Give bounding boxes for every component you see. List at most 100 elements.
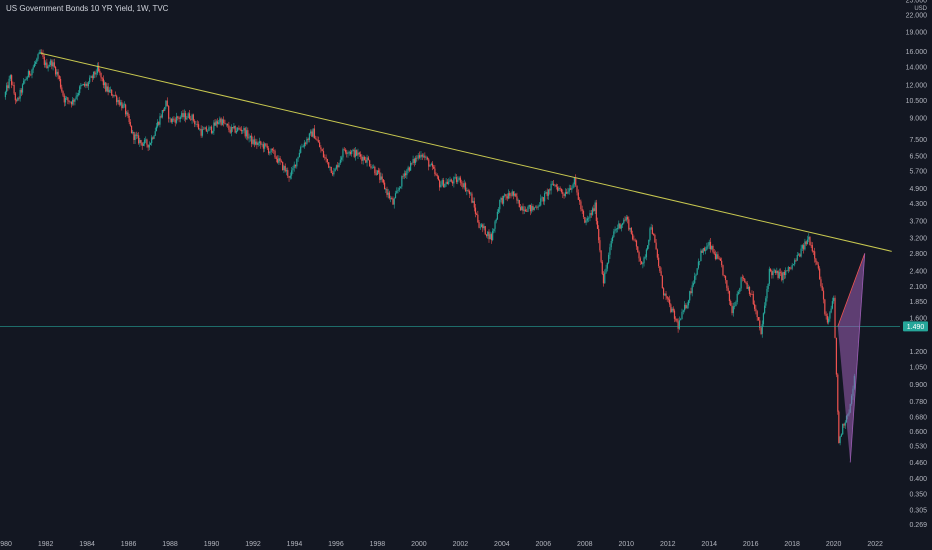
candle-body	[567, 191, 569, 194]
x-tick-label: 2006	[536, 541, 552, 548]
candle-body	[431, 163, 434, 167]
candle-body	[311, 131, 313, 137]
candle-body	[253, 139, 255, 145]
candle-body	[305, 142, 307, 144]
candle-body	[479, 227, 481, 228]
candle-body	[464, 183, 467, 192]
candle-body	[466, 190, 468, 192]
candle-body	[705, 249, 707, 251]
candle-body	[659, 266, 661, 272]
candle-body	[516, 196, 518, 201]
candle-body	[711, 245, 713, 250]
x-tick-label: 2008	[577, 541, 593, 548]
y-tick-label: 22.000	[906, 12, 928, 19]
candle-body	[103, 82, 106, 86]
candle-body	[559, 187, 561, 189]
candle-body	[184, 113, 187, 120]
candle-body	[204, 127, 206, 130]
candle-body	[632, 233, 634, 240]
candle-body	[441, 180, 443, 185]
candle-body	[783, 271, 785, 276]
candle-body	[730, 301, 732, 306]
candle-body	[264, 143, 266, 149]
candle-body	[121, 102, 123, 109]
candle-body	[416, 157, 418, 159]
candle-body	[43, 56, 45, 65]
candle-body	[354, 150, 357, 157]
candle-body	[569, 188, 572, 190]
candle-body	[359, 154, 362, 157]
y-tick-label: 12.000	[906, 82, 928, 89]
candle-body	[531, 206, 533, 212]
candle-body	[805, 241, 807, 245]
candle-body	[433, 166, 435, 169]
candle-body	[224, 123, 226, 124]
candle-body	[598, 228, 600, 241]
candle-body	[490, 234, 493, 241]
candle-body	[624, 219, 626, 221]
candle-body	[135, 134, 137, 136]
x-tick-label: 1982	[38, 541, 54, 548]
candle-body	[207, 131, 209, 132]
candle-body	[434, 168, 436, 174]
candle-body	[534, 206, 537, 208]
candle-body	[66, 97, 68, 99]
candle-body	[161, 110, 163, 118]
candle-body	[494, 221, 496, 229]
candle-body	[454, 177, 456, 178]
candle-body	[734, 306, 736, 307]
y-tick-label: 2.400	[909, 269, 927, 276]
candle-body	[579, 199, 581, 202]
candle-body	[654, 234, 656, 243]
candle-body	[808, 236, 810, 240]
candle-body	[594, 202, 596, 211]
candle-body	[173, 118, 175, 120]
candle-body	[9, 75, 11, 79]
candle-body	[644, 257, 646, 258]
candle-body	[492, 231, 494, 241]
y-tick-label: 2.100	[909, 284, 927, 291]
candle-body	[426, 157, 429, 160]
candle-body	[527, 206, 529, 212]
candle-body	[437, 176, 440, 181]
candle-body	[132, 131, 134, 133]
candle-body	[472, 201, 474, 203]
candle-body	[256, 141, 258, 145]
candle-body	[130, 125, 133, 133]
candle-body	[195, 123, 197, 125]
candle-body	[178, 118, 180, 119]
candle-body	[753, 304, 756, 309]
candle-body	[755, 308, 757, 312]
y-tick-label: 3.700	[909, 219, 927, 226]
candle-body	[366, 157, 368, 163]
candle-body	[219, 118, 221, 123]
candle-body	[829, 312, 831, 319]
candle-body	[646, 245, 649, 250]
candle-body	[307, 138, 309, 140]
candle-body	[638, 252, 640, 259]
candle-body	[158, 121, 160, 125]
candle-body	[740, 277, 742, 289]
candle-body	[817, 264, 819, 269]
candle-body	[599, 240, 601, 251]
candle-body	[700, 250, 702, 262]
candle-body	[759, 320, 761, 329]
x-tick-label: 1990	[204, 541, 220, 548]
candle-body	[480, 224, 483, 228]
candle-body	[621, 223, 624, 225]
candle-body	[146, 139, 148, 145]
candle-body	[623, 219, 625, 224]
candle-body	[616, 228, 619, 230]
candle-body	[665, 293, 667, 297]
candle-body	[787, 267, 789, 272]
candle-body	[312, 128, 314, 137]
candle-body	[833, 297, 835, 302]
candle-body	[526, 211, 528, 212]
candle-body	[164, 107, 166, 111]
candle-body	[201, 129, 204, 136]
candle-body	[41, 51, 43, 54]
candles-layer	[4, 49, 855, 446]
candle-body	[33, 63, 35, 68]
candle-body	[576, 185, 578, 193]
